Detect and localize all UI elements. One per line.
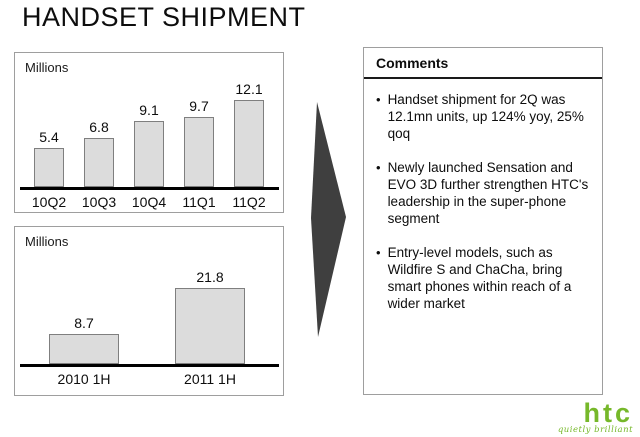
bullet-text: Handset shipment for 2Q was 12.1mn units… bbox=[387, 92, 584, 141]
comment-bullet: • Handset shipment for 2Q was 12.1mn unit… bbox=[376, 91, 592, 142]
bar-value-label: 12.1 bbox=[235, 81, 263, 97]
bullet-icon: • bbox=[376, 245, 381, 260]
bar-value-label: 5.4 bbox=[39, 129, 59, 145]
bar-plot-area: 8.7 21.8 bbox=[21, 227, 273, 364]
comment-bullet: • Newly launched Sensation and EVO 3D fur… bbox=[376, 159, 592, 227]
bar-value-label: 9.7 bbox=[189, 98, 209, 114]
x-tick-label: 10Q2 bbox=[31, 194, 67, 210]
x-tick-label: 10Q4 bbox=[131, 194, 167, 210]
y-axis-unit-label: Millions bbox=[25, 234, 69, 249]
bar-value-label: 9.1 bbox=[139, 102, 159, 118]
comment-bullet: • Entry-level models, such as Wildfire S … bbox=[376, 244, 592, 312]
bar bbox=[134, 121, 164, 187]
y-axis-unit-label: Millions bbox=[25, 60, 69, 75]
halfyear-shipment-chart: Millions 8.7 21.8 2010 1H 2011 1H bbox=[14, 226, 284, 396]
bar-slot: 21.8 bbox=[147, 270, 273, 364]
bar-slot: 9.1 bbox=[124, 103, 174, 187]
bullet-text: Entry-level models, such as Wildfire S a… bbox=[387, 245, 572, 311]
right-arrow-icon bbox=[311, 102, 346, 337]
x-axis-tick-labels: 10Q2 10Q3 10Q4 11Q1 11Q2 bbox=[24, 194, 274, 210]
htc-logo: htc quietly brilliant bbox=[557, 398, 633, 436]
quarterly-shipment-chart: Millions 5.4 6.8 9.1 9.7 12.1 10Q2 10Q3 10Q4 11… bbox=[14, 52, 284, 213]
bar bbox=[175, 288, 245, 364]
x-tick-label: 10Q3 bbox=[81, 194, 117, 210]
x-axis-line bbox=[20, 187, 279, 190]
bullet-icon: • bbox=[376, 160, 381, 175]
x-tick-label: 2010 1H bbox=[57, 371, 111, 387]
x-tick-label: 2011 1H bbox=[184, 371, 236, 387]
x-tick-label: 11Q1 bbox=[182, 194, 216, 210]
bar bbox=[34, 148, 64, 187]
bullet-text: Newly launched Sensation and EVO 3D furt… bbox=[387, 160, 589, 226]
bar bbox=[84, 138, 114, 187]
x-tick-label: 11Q2 bbox=[232, 194, 266, 210]
bar bbox=[184, 117, 214, 187]
bar bbox=[49, 334, 119, 364]
x-axis-tick-labels: 2010 1H 2011 1H bbox=[21, 371, 273, 387]
page-title: HANDSET SHIPMENT bbox=[22, 2, 306, 32]
comments-list: • Handset shipment for 2Q was 12.1mn unit… bbox=[364, 79, 602, 312]
comments-panel: Comments • Handset shipment for 2Q was 12… bbox=[363, 47, 603, 395]
bullet-icon: • bbox=[376, 92, 381, 107]
bar-slot: 8.7 bbox=[21, 316, 147, 364]
comments-header: Comments bbox=[364, 48, 602, 79]
bar-slot: 6.8 bbox=[74, 120, 124, 187]
bar-value-label: 6.8 bbox=[89, 119, 109, 135]
bar-slot: 9.7 bbox=[174, 99, 224, 187]
bar-value-label: 21.8 bbox=[196, 269, 224, 285]
bar-value-label: 8.7 bbox=[74, 315, 94, 331]
htc-tagline: quietly brilliant bbox=[557, 425, 633, 435]
x-axis-line bbox=[20, 364, 279, 367]
bar-slot: 12.1 bbox=[224, 82, 274, 187]
bar-plot-area: 5.4 6.8 9.1 9.7 12.1 bbox=[24, 53, 274, 187]
bar-slot: 5.4 bbox=[24, 130, 74, 187]
htc-wordmark: htc bbox=[583, 398, 633, 428]
bar bbox=[234, 100, 264, 187]
